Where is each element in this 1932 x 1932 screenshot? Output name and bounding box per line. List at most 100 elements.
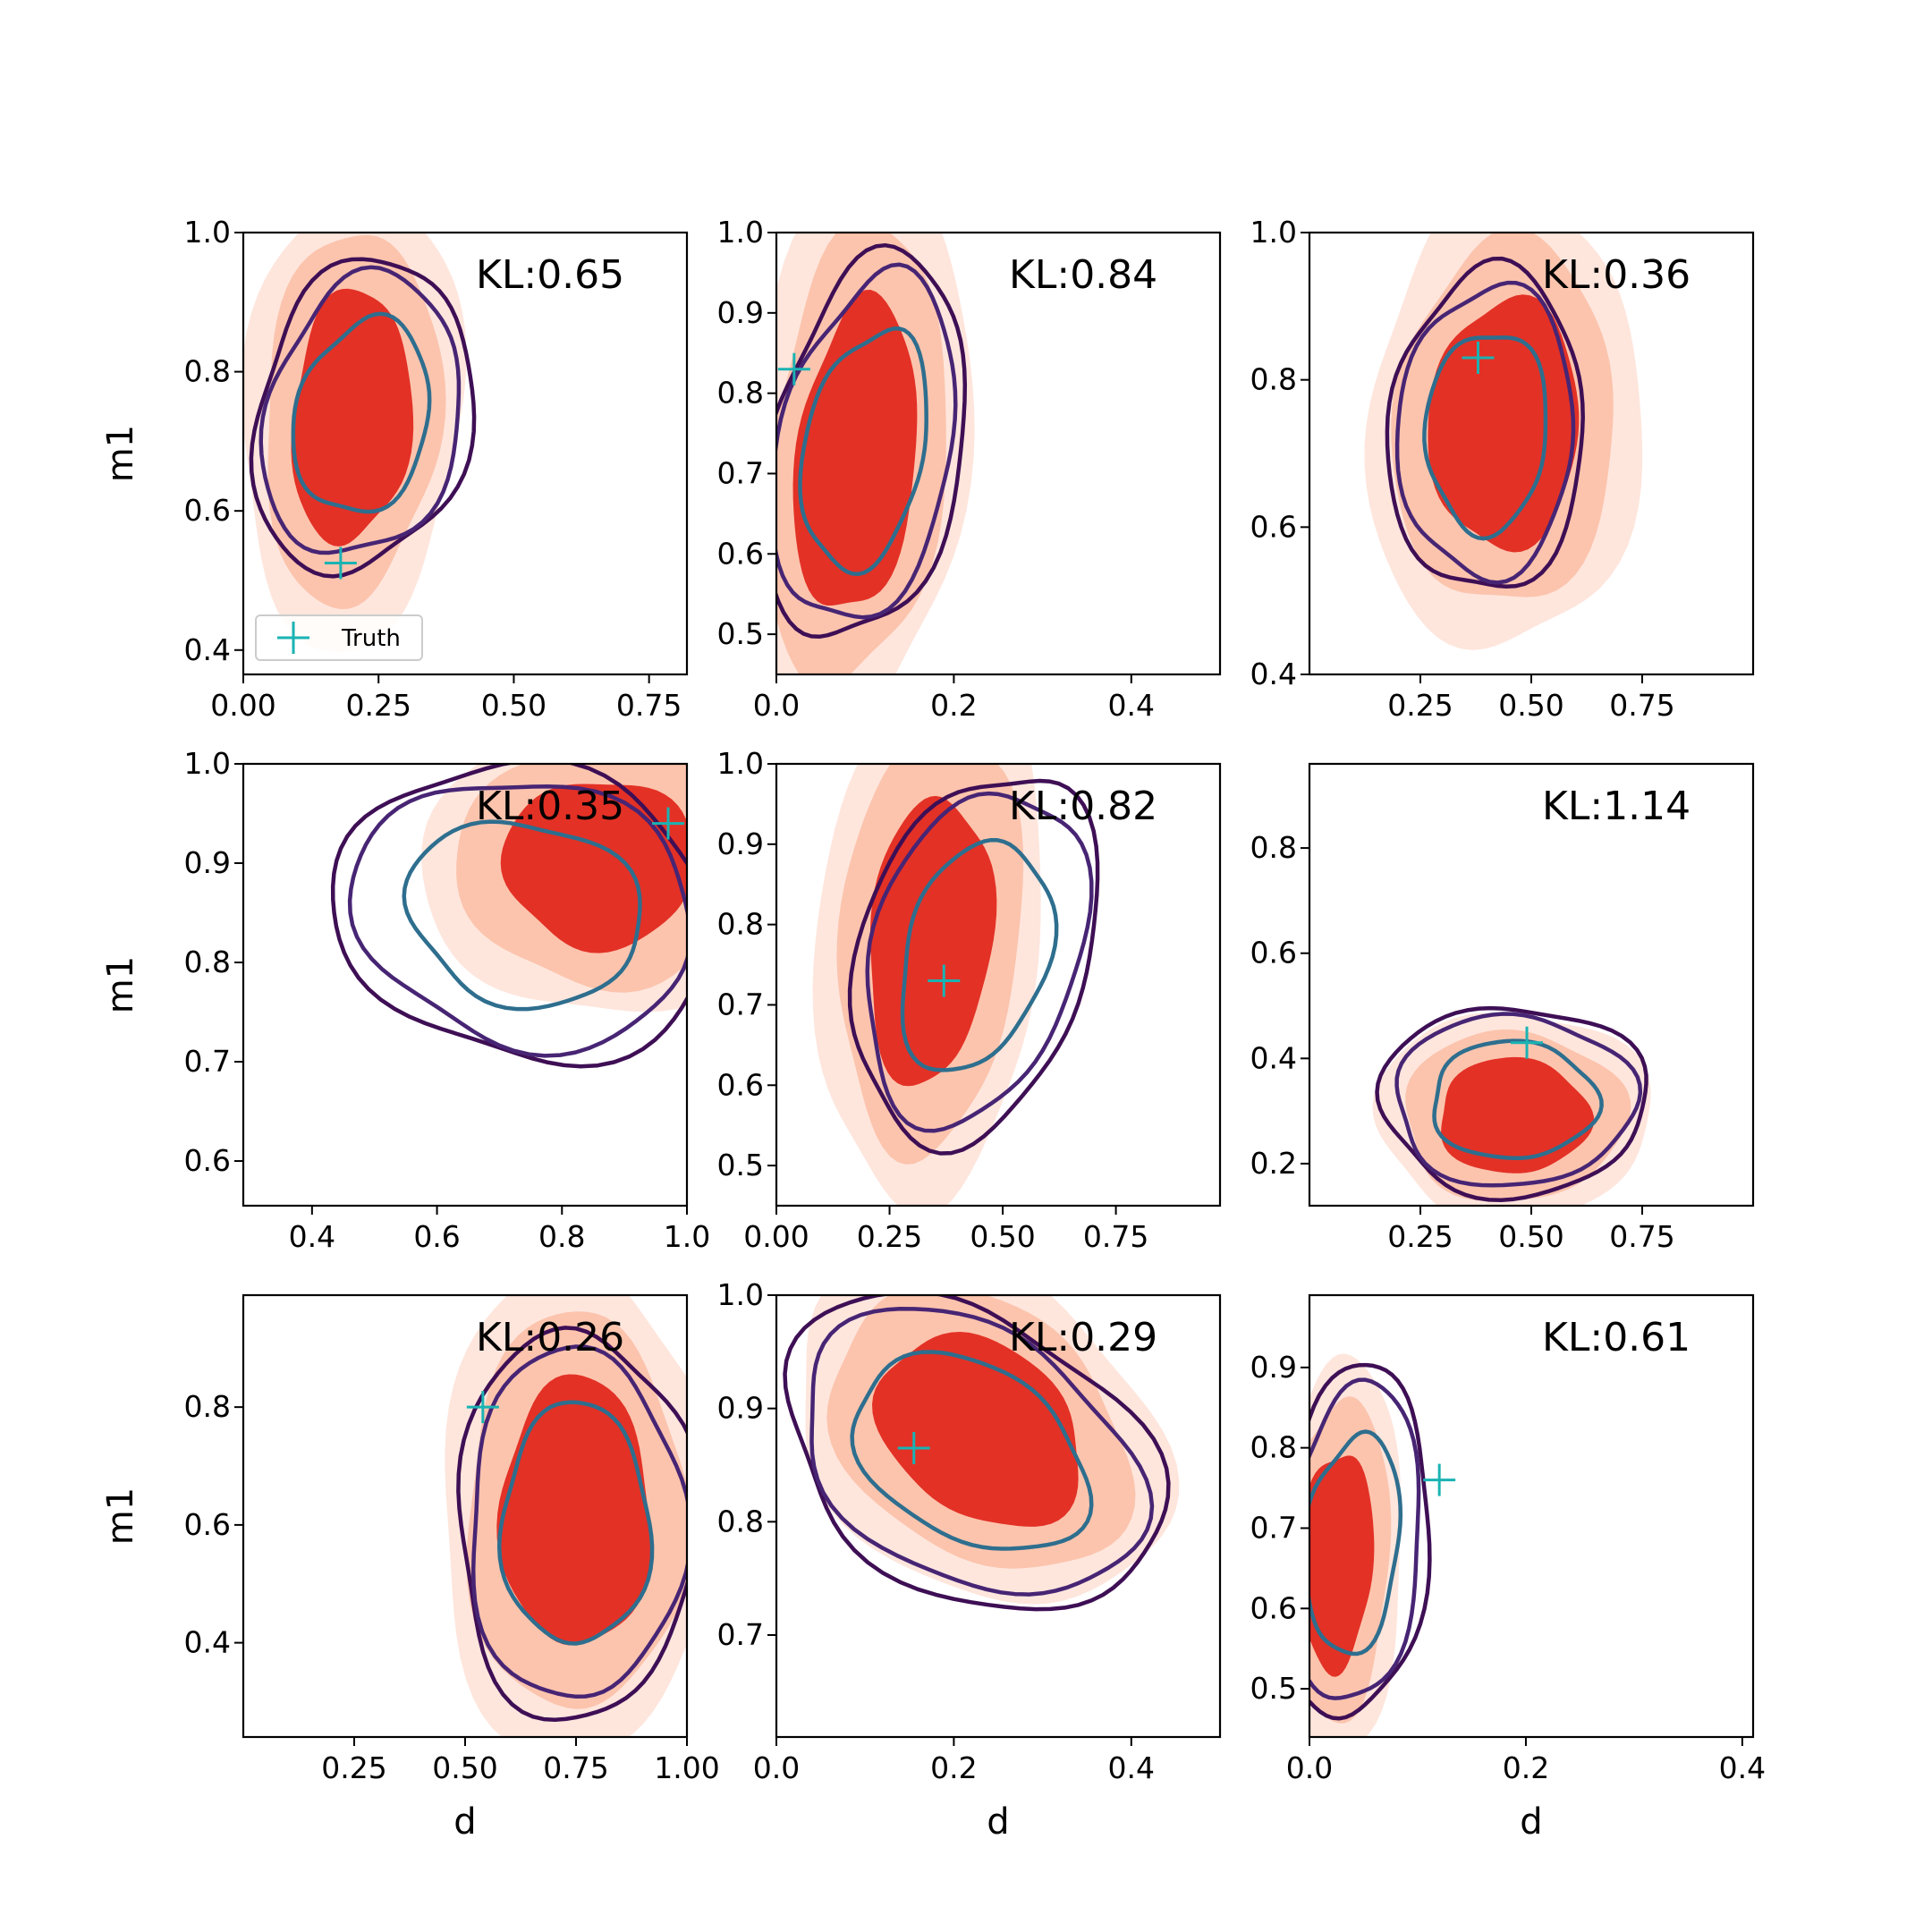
- plot-area-7: [445, 1295, 687, 1737]
- legend: Truth: [255, 614, 423, 661]
- x-tick-label: 0.50: [481, 688, 547, 723]
- y-tick-label: 0.7: [717, 1617, 764, 1652]
- truth-marker: [1423, 1463, 1456, 1496]
- x-axis-label: d: [453, 1801, 476, 1843]
- contour-line-1: [847, 778, 1100, 1156]
- plot-area-9: [1309, 1353, 1432, 1737]
- axes-frame: [775, 231, 1222, 676]
- panel-6: 0.25 0.50 0.75 0.2 0.4 0.6 0.8 KL:1.14: [1250, 762, 1755, 1254]
- x-tick-label: 0.0: [1286, 1750, 1333, 1785]
- contour-line-1: [249, 257, 477, 579]
- panel-5: 0.00 0.25 0.50 0.75 0.5 0.6 0.7 0.8 0.9 1.0 KL:0.8…: [717, 746, 1222, 1254]
- contour-line-2: [470, 1344, 687, 1699]
- y-tick-label: 0.6: [184, 1143, 231, 1178]
- panel-2: 0.0 0.2 0.4 0.5 0.6 0.7 0.8 0.9 1.0 KL:0.84: [717, 215, 1222, 723]
- x-tick-label: 0.2: [930, 688, 977, 723]
- plot-area-1: [243, 233, 477, 653]
- y-tick-label: 0.6: [1250, 509, 1297, 544]
- y-tick-label: 0.8: [717, 1504, 764, 1538]
- y-tick-label: 0.9: [717, 1391, 764, 1426]
- density-fill-3: [1441, 1056, 1595, 1174]
- truth-marker: [324, 547, 357, 580]
- contour-line-3: [900, 837, 1059, 1072]
- kl-annotation: KL:0.61: [1542, 1315, 1690, 1360]
- truth-marker: [652, 807, 685, 840]
- contour-line-2: [865, 791, 1094, 1133]
- y-tick-label: 0.7: [1250, 1510, 1297, 1545]
- panel-9: 0.0 0.2 0.4 0.5 0.6 0.7 0.8 0.9 KL:0.61 d: [1250, 1293, 1766, 1843]
- y-tick-label: 0.9: [184, 845, 231, 880]
- kl-annotation: KL:0.29: [1009, 1315, 1157, 1360]
- x-tick-label: 0.75: [1609, 688, 1674, 723]
- x-tick-label: 0.25: [1387, 1219, 1453, 1254]
- x-tick-label: 0.75: [616, 688, 682, 723]
- axes-frame: [1308, 1293, 1755, 1739]
- truth-marker: [466, 1391, 499, 1424]
- plot-area-3: [1364, 233, 1643, 650]
- kl-annotation: KL:0.36: [1542, 252, 1690, 298]
- x-tick-label: 0.50: [432, 1750, 497, 1785]
- contour-line-1: [1385, 256, 1585, 589]
- x-tick-label: 0.75: [1609, 1219, 1674, 1254]
- y-tick-label: 0.6: [717, 536, 764, 571]
- truth-marker: [777, 352, 810, 386]
- truth-marker: [1511, 1026, 1544, 1059]
- contour-line-1: [783, 1295, 1171, 1612]
- x-tick-label: 0.25: [1387, 688, 1453, 723]
- kl-annotation: KL:1.14: [1542, 784, 1690, 829]
- y-tick-label: 1.0: [717, 1277, 764, 1312]
- y-tick-label: 0.4: [184, 632, 231, 667]
- plot-area-8: [783, 1295, 1180, 1612]
- kl-annotation: KL:0.35: [476, 784, 624, 829]
- y-tick-label: 0.6: [717, 1067, 764, 1102]
- x-tick-label: 0.4: [289, 1219, 335, 1254]
- x-tick-label: 0.25: [345, 688, 411, 723]
- y-tick-label: 0.7: [717, 987, 764, 1021]
- y-axis-label: m1: [100, 425, 141, 482]
- x-tick-label: 0.75: [1083, 1219, 1148, 1254]
- y-tick-label: 0.9: [717, 295, 764, 330]
- x-tick-label: 0.25: [321, 1750, 386, 1785]
- y-tick-label: 0.7: [717, 455, 764, 490]
- contour-line-1: [776, 242, 968, 640]
- contour-line-1: [330, 764, 687, 1069]
- density-fill-3: [872, 1332, 1079, 1527]
- x-tick-label: 0.6: [413, 1219, 460, 1254]
- x-tick-label: 0.00: [210, 688, 275, 723]
- y-tick-label: 0.6: [1250, 936, 1297, 970]
- panel-7: 0.25 0.50 0.75 1.00 0.4 0.6 0.8 KL:0.26 m1 d: [100, 1293, 720, 1843]
- y-axis-label: m1: [100, 956, 141, 1013]
- y-tick-label: 0.4: [1250, 1040, 1297, 1075]
- plot-area-6: [1372, 1005, 1651, 1206]
- kl-annotation: KL:0.26: [476, 1315, 624, 1360]
- y-tick-label: 0.8: [717, 376, 764, 411]
- y-tick-label: 0.8: [1250, 1430, 1297, 1465]
- x-axis-label: d: [1520, 1801, 1542, 1843]
- x-tick-label: 0.50: [970, 1219, 1035, 1254]
- y-tick-label: 1.0: [717, 746, 764, 781]
- density-fill-3: [496, 1374, 651, 1646]
- x-tick-label: 1.00: [654, 1750, 719, 1785]
- density-fill-3: [1309, 1455, 1375, 1677]
- plot-area-2: [776, 233, 975, 674]
- contour-line-2: [809, 1307, 1155, 1597]
- contour-line-2: [258, 265, 462, 555]
- x-tick-label: 0.75: [543, 1750, 608, 1785]
- truth-marker: [897, 1432, 930, 1464]
- density-fill-3: [792, 290, 918, 606]
- y-tick-label: 0.4: [1250, 657, 1297, 691]
- x-tick-label: 0.4: [1108, 688, 1155, 723]
- x-tick-label: 0.50: [1498, 688, 1563, 723]
- x-tick-label: 0.00: [743, 1219, 809, 1254]
- contour-line-3: [798, 326, 928, 577]
- legend-label: Truth: [341, 625, 401, 652]
- x-tick-label: 0.2: [930, 1750, 977, 1785]
- contour-line-3: [402, 819, 642, 1012]
- contour-line-2: [347, 784, 687, 1058]
- contour-line-2: [1394, 1012, 1643, 1188]
- contour-line-2: [1394, 280, 1576, 585]
- contour-line-1: [1375, 1005, 1648, 1203]
- y-tick-label: 0.8: [1250, 362, 1297, 397]
- contour-line-3: [850, 1350, 1094, 1551]
